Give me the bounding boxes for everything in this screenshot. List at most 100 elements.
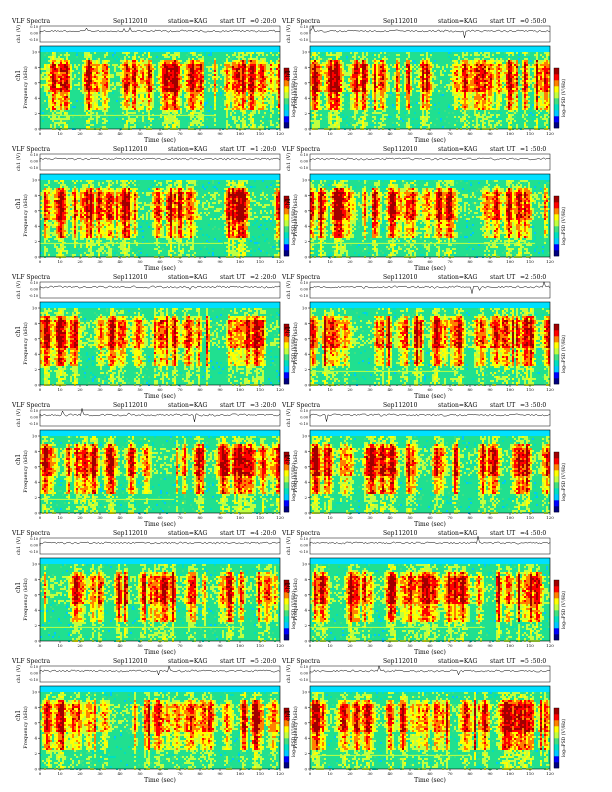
colorbar-segment <box>554 458 559 465</box>
time-tick-label: 20 <box>77 387 83 392</box>
colorbar-segment <box>284 622 289 629</box>
time-xlabel: Time (sec) <box>414 265 446 272</box>
channel-label: ch1 <box>285 70 292 81</box>
time-tick-label: 80 <box>467 259 473 264</box>
colorbar-label: log₁₀PSD (V²/Hz) <box>290 463 297 501</box>
colorbar-segment <box>284 202 289 209</box>
time-tick-label: 80 <box>467 771 473 776</box>
colorbar-segment <box>284 122 289 129</box>
time-tick-label: 60 <box>427 387 433 392</box>
spectrogram-cells <box>310 564 550 642</box>
time-tick-label: 80 <box>197 515 203 520</box>
colorbar-segment <box>284 708 289 715</box>
freq-tick-label: 4 <box>34 96 37 101</box>
colorbar-segment <box>554 354 559 361</box>
narrowband-line <box>310 754 472 756</box>
waveform-ylabel: ch1 (V) <box>15 281 22 299</box>
time-tick-label: 20 <box>347 387 353 392</box>
time-tick-label: 60 <box>157 771 163 776</box>
panel-date: Sep112010 <box>383 402 418 409</box>
colorbar-segment <box>554 610 559 617</box>
time-tick-label: 100 <box>506 387 514 392</box>
colorbar-segment <box>284 476 289 483</box>
spectrogram-cells <box>310 308 550 386</box>
colorbar-segment <box>554 68 559 75</box>
panel-date: Sep112010 <box>113 274 148 281</box>
colorbar-segment <box>554 196 559 203</box>
time-tick-label: 50 <box>407 771 413 776</box>
colorbar-segment <box>284 580 289 587</box>
waveform-tick-label: 0.10 <box>30 281 38 285</box>
narrowband-line <box>310 626 485 628</box>
panel-station: station=KAG <box>438 274 477 281</box>
time-tick-label: 40 <box>117 515 123 520</box>
time-xlabel: Time (sec) <box>414 649 446 656</box>
panel-start-label: start UT <box>490 530 515 537</box>
freq-tick-label: 8 <box>304 705 307 710</box>
spectrogram-cells <box>40 180 280 258</box>
colorbar-segment <box>284 348 289 355</box>
spectrogram-panel: VLF Spectra Sep112010 station=KAG start UT =… <box>281 274 567 400</box>
waveform-ylabel: ch1 (V) <box>285 409 292 427</box>
time-tick-label: 70 <box>447 387 453 392</box>
colorbar-segment <box>554 336 559 343</box>
waveform-frame <box>309 153 551 171</box>
colorbar-segment <box>554 482 559 489</box>
colorbar-segment <box>554 92 559 99</box>
colorbar-segment <box>554 494 559 501</box>
colorbar-segment <box>554 604 559 611</box>
spectrogram-high-band <box>40 46 280 52</box>
panel-start-label: start UT <box>220 658 245 665</box>
freq-tick-label: 4 <box>304 736 307 741</box>
time-tick-label: 120 <box>276 131 284 136</box>
freq-tick-label: 10 <box>32 562 38 567</box>
freq-ylabel: Frequency (kHz) <box>22 66 29 109</box>
time-tick-label: 0 <box>309 131 312 136</box>
colorbar-segment <box>554 366 559 373</box>
colorbar-segment <box>284 634 289 641</box>
freq-tick-label: 2 <box>304 623 307 628</box>
panel-date: Sep112010 <box>383 658 418 665</box>
panel-title: VLF Spectra <box>11 658 51 665</box>
time-tick-label: 20 <box>77 643 83 648</box>
time-tick-label: 110 <box>256 387 264 392</box>
panel-start-label: start UT <box>220 530 245 537</box>
colorbar-segment <box>554 232 559 239</box>
colorbar-frame <box>553 195 560 257</box>
colorbar-segment <box>284 482 289 489</box>
freq-tick-label: 2 <box>304 751 307 756</box>
colorbar-segment <box>554 586 559 593</box>
panel-title: VLF Spectra <box>281 658 321 665</box>
colorbar-segment <box>554 360 559 367</box>
spectrogram-panel: VLF Spectra Sep112010 station=KAG start UT =… <box>11 402 297 528</box>
freq-ylabel: Frequency (kHz) <box>292 450 299 493</box>
time-tick-label: 40 <box>117 771 123 776</box>
waveform-tick-label: -0.10 <box>29 294 38 298</box>
time-tick-label: 60 <box>427 259 433 264</box>
time-tick-label: 100 <box>506 259 514 264</box>
spectrogram-high-band <box>310 174 550 180</box>
time-tick-label: 110 <box>526 643 534 648</box>
waveform-ylabel: ch1 (V) <box>285 665 292 683</box>
panel-start-label: start UT <box>490 146 515 153</box>
colorbar-segment <box>284 196 289 203</box>
panel-start-time: =4 :20:0 <box>250 530 276 537</box>
colorbar-segment <box>554 378 559 385</box>
time-tick-label: 90 <box>217 259 223 264</box>
time-tick-label: 120 <box>276 387 284 392</box>
panel-station: station=KAG <box>168 18 207 25</box>
time-tick-label: 20 <box>347 771 353 776</box>
waveform-frame <box>309 25 551 43</box>
spectrogram-high-band <box>310 558 550 564</box>
time-tick-label: 80 <box>197 771 203 776</box>
colorbar-segment <box>284 488 289 495</box>
freq-tick-label: 0 <box>34 767 37 772</box>
colorbar-segment <box>554 244 559 251</box>
colorbar-segment <box>554 110 559 117</box>
panel-station: station=KAG <box>438 658 477 665</box>
channel-label: ch1 <box>15 198 22 209</box>
colorbar-frame <box>283 707 290 769</box>
colorbar-segment <box>554 226 559 233</box>
time-tick-label: 40 <box>387 131 393 136</box>
freq-tick-label: 8 <box>304 577 307 582</box>
